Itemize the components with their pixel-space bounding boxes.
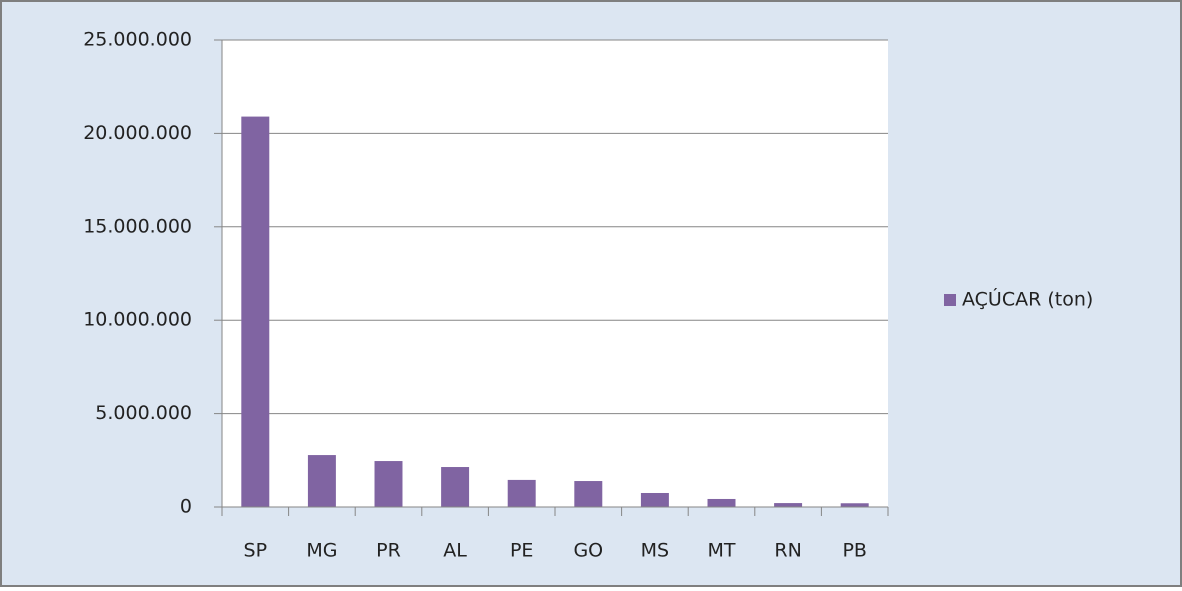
x-tick-label: SP xyxy=(244,540,268,562)
bar xyxy=(707,498,736,507)
x-tick-label: MT xyxy=(708,540,736,562)
x-tick-label: PR xyxy=(376,540,401,562)
y-tick-label: 5.000.000 xyxy=(95,402,192,424)
bar xyxy=(840,503,869,507)
bar xyxy=(774,503,803,507)
bar xyxy=(374,461,403,507)
bar xyxy=(507,479,536,507)
x-tick-label: PE xyxy=(510,540,533,562)
x-tick-label: GO xyxy=(573,540,603,562)
x-tick-label: RN xyxy=(774,540,801,562)
y-tick-label: 10.000.000 xyxy=(83,309,192,331)
plot-area xyxy=(222,40,888,507)
y-tick-label: 20.000.000 xyxy=(83,122,192,144)
y-tick-label: 15.000.000 xyxy=(83,215,192,237)
bar xyxy=(441,467,470,507)
y-tick-label: 0 xyxy=(180,496,192,518)
x-tick-label: AL xyxy=(443,540,467,562)
legend-label: AÇÚCAR (ton) xyxy=(962,287,1093,311)
bar xyxy=(241,116,270,507)
x-tick-label: MG xyxy=(306,540,337,562)
bar xyxy=(640,492,669,507)
bar xyxy=(307,455,336,507)
x-tick-label: MS xyxy=(641,540,669,562)
y-tick-label: 25.000.000 xyxy=(83,29,192,51)
legend-swatch xyxy=(944,294,956,306)
bar xyxy=(574,481,603,507)
x-tick-label: PB xyxy=(842,540,867,562)
